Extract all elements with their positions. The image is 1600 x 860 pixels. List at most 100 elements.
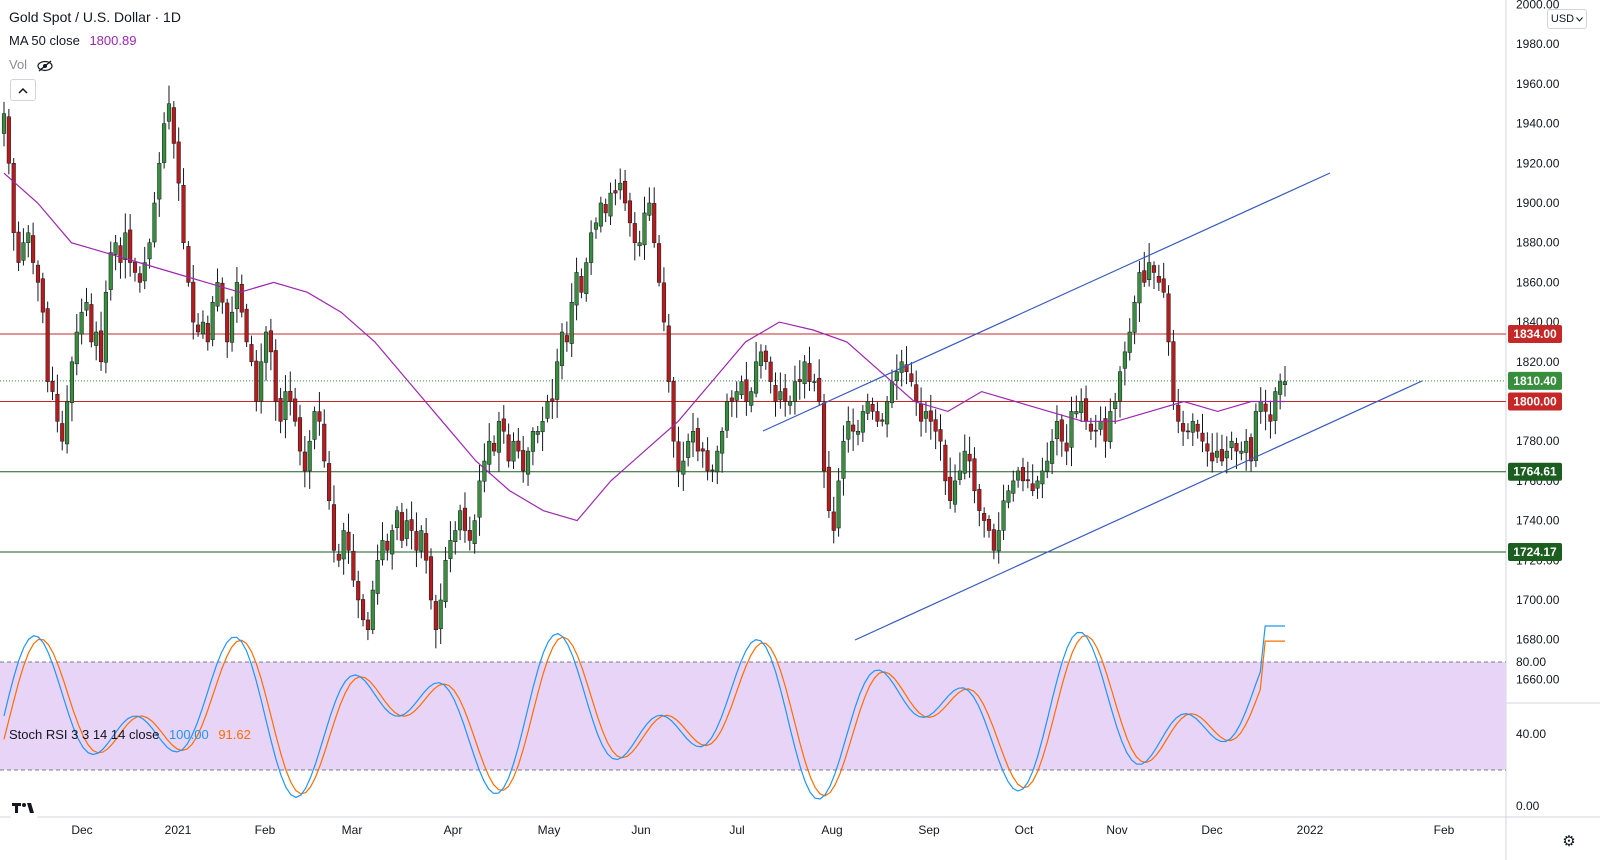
ma-legend[interactable]: MA 50 close 1800.89 xyxy=(9,33,142,48)
ma-label: MA 50 close xyxy=(9,33,80,48)
candle-up xyxy=(341,530,346,560)
candle-up xyxy=(142,262,147,282)
candle-down xyxy=(1263,403,1268,412)
price-tick-label: 1820.00 xyxy=(1516,355,1560,369)
candle-down xyxy=(1161,278,1166,293)
candle-down xyxy=(1181,423,1186,432)
stoch-d-line xyxy=(3,635,1285,797)
candle-up xyxy=(1137,272,1142,304)
candle-down xyxy=(346,531,351,551)
candle-up xyxy=(307,440,312,472)
candle-down xyxy=(744,379,749,402)
candle-down xyxy=(424,533,429,561)
candle-up xyxy=(637,242,642,247)
candle-up xyxy=(754,361,759,394)
candle-up xyxy=(390,530,395,555)
candle-down xyxy=(1151,265,1157,273)
tradingview-logo-icon[interactable] xyxy=(10,797,38,819)
candle-up xyxy=(375,560,380,594)
candle-up xyxy=(792,381,797,402)
currency-selector[interactable]: USD xyxy=(1547,9,1587,29)
candle-down xyxy=(986,518,992,531)
candle-up xyxy=(836,480,841,529)
collapse-legend-button[interactable] xyxy=(10,79,36,101)
candle-up xyxy=(79,311,84,335)
stoch-d-value: 91.62 xyxy=(218,727,251,742)
candle-down xyxy=(710,469,715,472)
candle-down xyxy=(671,380,676,442)
candle-up xyxy=(962,450,967,474)
candle-down xyxy=(336,553,341,561)
time-axis-label: Aug xyxy=(821,823,842,837)
candle-up xyxy=(584,262,589,294)
candle-up xyxy=(472,520,477,544)
candle-up xyxy=(157,163,162,200)
candle-down xyxy=(60,423,65,442)
candle-up xyxy=(734,391,739,401)
candle-down xyxy=(273,350,278,402)
candle-down xyxy=(317,411,322,422)
candle-down xyxy=(196,324,201,333)
candle-up xyxy=(540,421,545,433)
candle-down xyxy=(176,141,181,184)
chevron-down-icon xyxy=(1576,13,1583,25)
candle-down xyxy=(627,200,632,224)
candle-down xyxy=(1205,443,1210,452)
candle-down xyxy=(331,504,337,551)
candle-up xyxy=(647,202,652,216)
candle-up xyxy=(215,282,220,307)
candle-down xyxy=(351,550,356,581)
candle-up xyxy=(259,361,264,402)
candle-down xyxy=(1171,341,1176,402)
candle-up xyxy=(885,401,890,425)
candle-down xyxy=(220,282,225,303)
candle-down xyxy=(579,276,584,293)
stoch-legend[interactable]: Stoch RSI 3 3 14 14 close 100.00 91.62 xyxy=(9,727,257,742)
price-tick-label: 2000.00 xyxy=(1516,0,1560,12)
gear-icon[interactable]: ⚙ xyxy=(1562,833,1576,850)
candle-up xyxy=(889,381,895,404)
candle-down xyxy=(1030,483,1035,492)
candle-up xyxy=(404,520,409,539)
candle-up xyxy=(1079,401,1084,413)
candle-up xyxy=(894,371,899,382)
price-axis-badge xyxy=(1508,543,1562,561)
candle-down xyxy=(933,419,938,432)
candle-down xyxy=(98,330,104,363)
candle-down xyxy=(652,203,657,243)
volume-legend[interactable]: Vol xyxy=(9,57,59,72)
candle-down xyxy=(1093,429,1098,432)
stoch-tick-label: 40.00 xyxy=(1516,727,1546,741)
candle-down xyxy=(361,599,366,621)
candle-down xyxy=(729,397,734,402)
price-axis-badge-label: 1834.00 xyxy=(1513,327,1557,341)
candle-up xyxy=(1258,401,1263,412)
candle-down xyxy=(1059,419,1064,442)
candle-down xyxy=(991,529,996,551)
candle-up xyxy=(996,530,1001,552)
stoch-k-line xyxy=(3,625,1285,800)
candle-down xyxy=(1084,398,1089,422)
candle-down xyxy=(1268,414,1273,422)
candle-up xyxy=(923,411,928,419)
candle-down xyxy=(35,264,41,283)
candle-up xyxy=(1132,301,1137,333)
candle-up xyxy=(957,470,962,480)
candle-down xyxy=(268,330,273,353)
candle-up xyxy=(952,480,958,505)
eye-off-icon[interactable] xyxy=(37,57,53,72)
candle-up xyxy=(443,560,448,603)
candle-up xyxy=(758,351,764,366)
candle-up xyxy=(448,540,453,559)
ma-value: 1800.89 xyxy=(89,33,137,48)
candle-down xyxy=(700,448,705,452)
candle-up xyxy=(1113,401,1118,409)
candle-down xyxy=(118,245,123,263)
candle-up xyxy=(535,431,540,435)
candle-up xyxy=(1117,371,1123,402)
candle-up xyxy=(618,182,623,191)
candle-down xyxy=(1210,452,1215,462)
candle-up xyxy=(166,103,172,122)
candle-up xyxy=(496,421,501,453)
